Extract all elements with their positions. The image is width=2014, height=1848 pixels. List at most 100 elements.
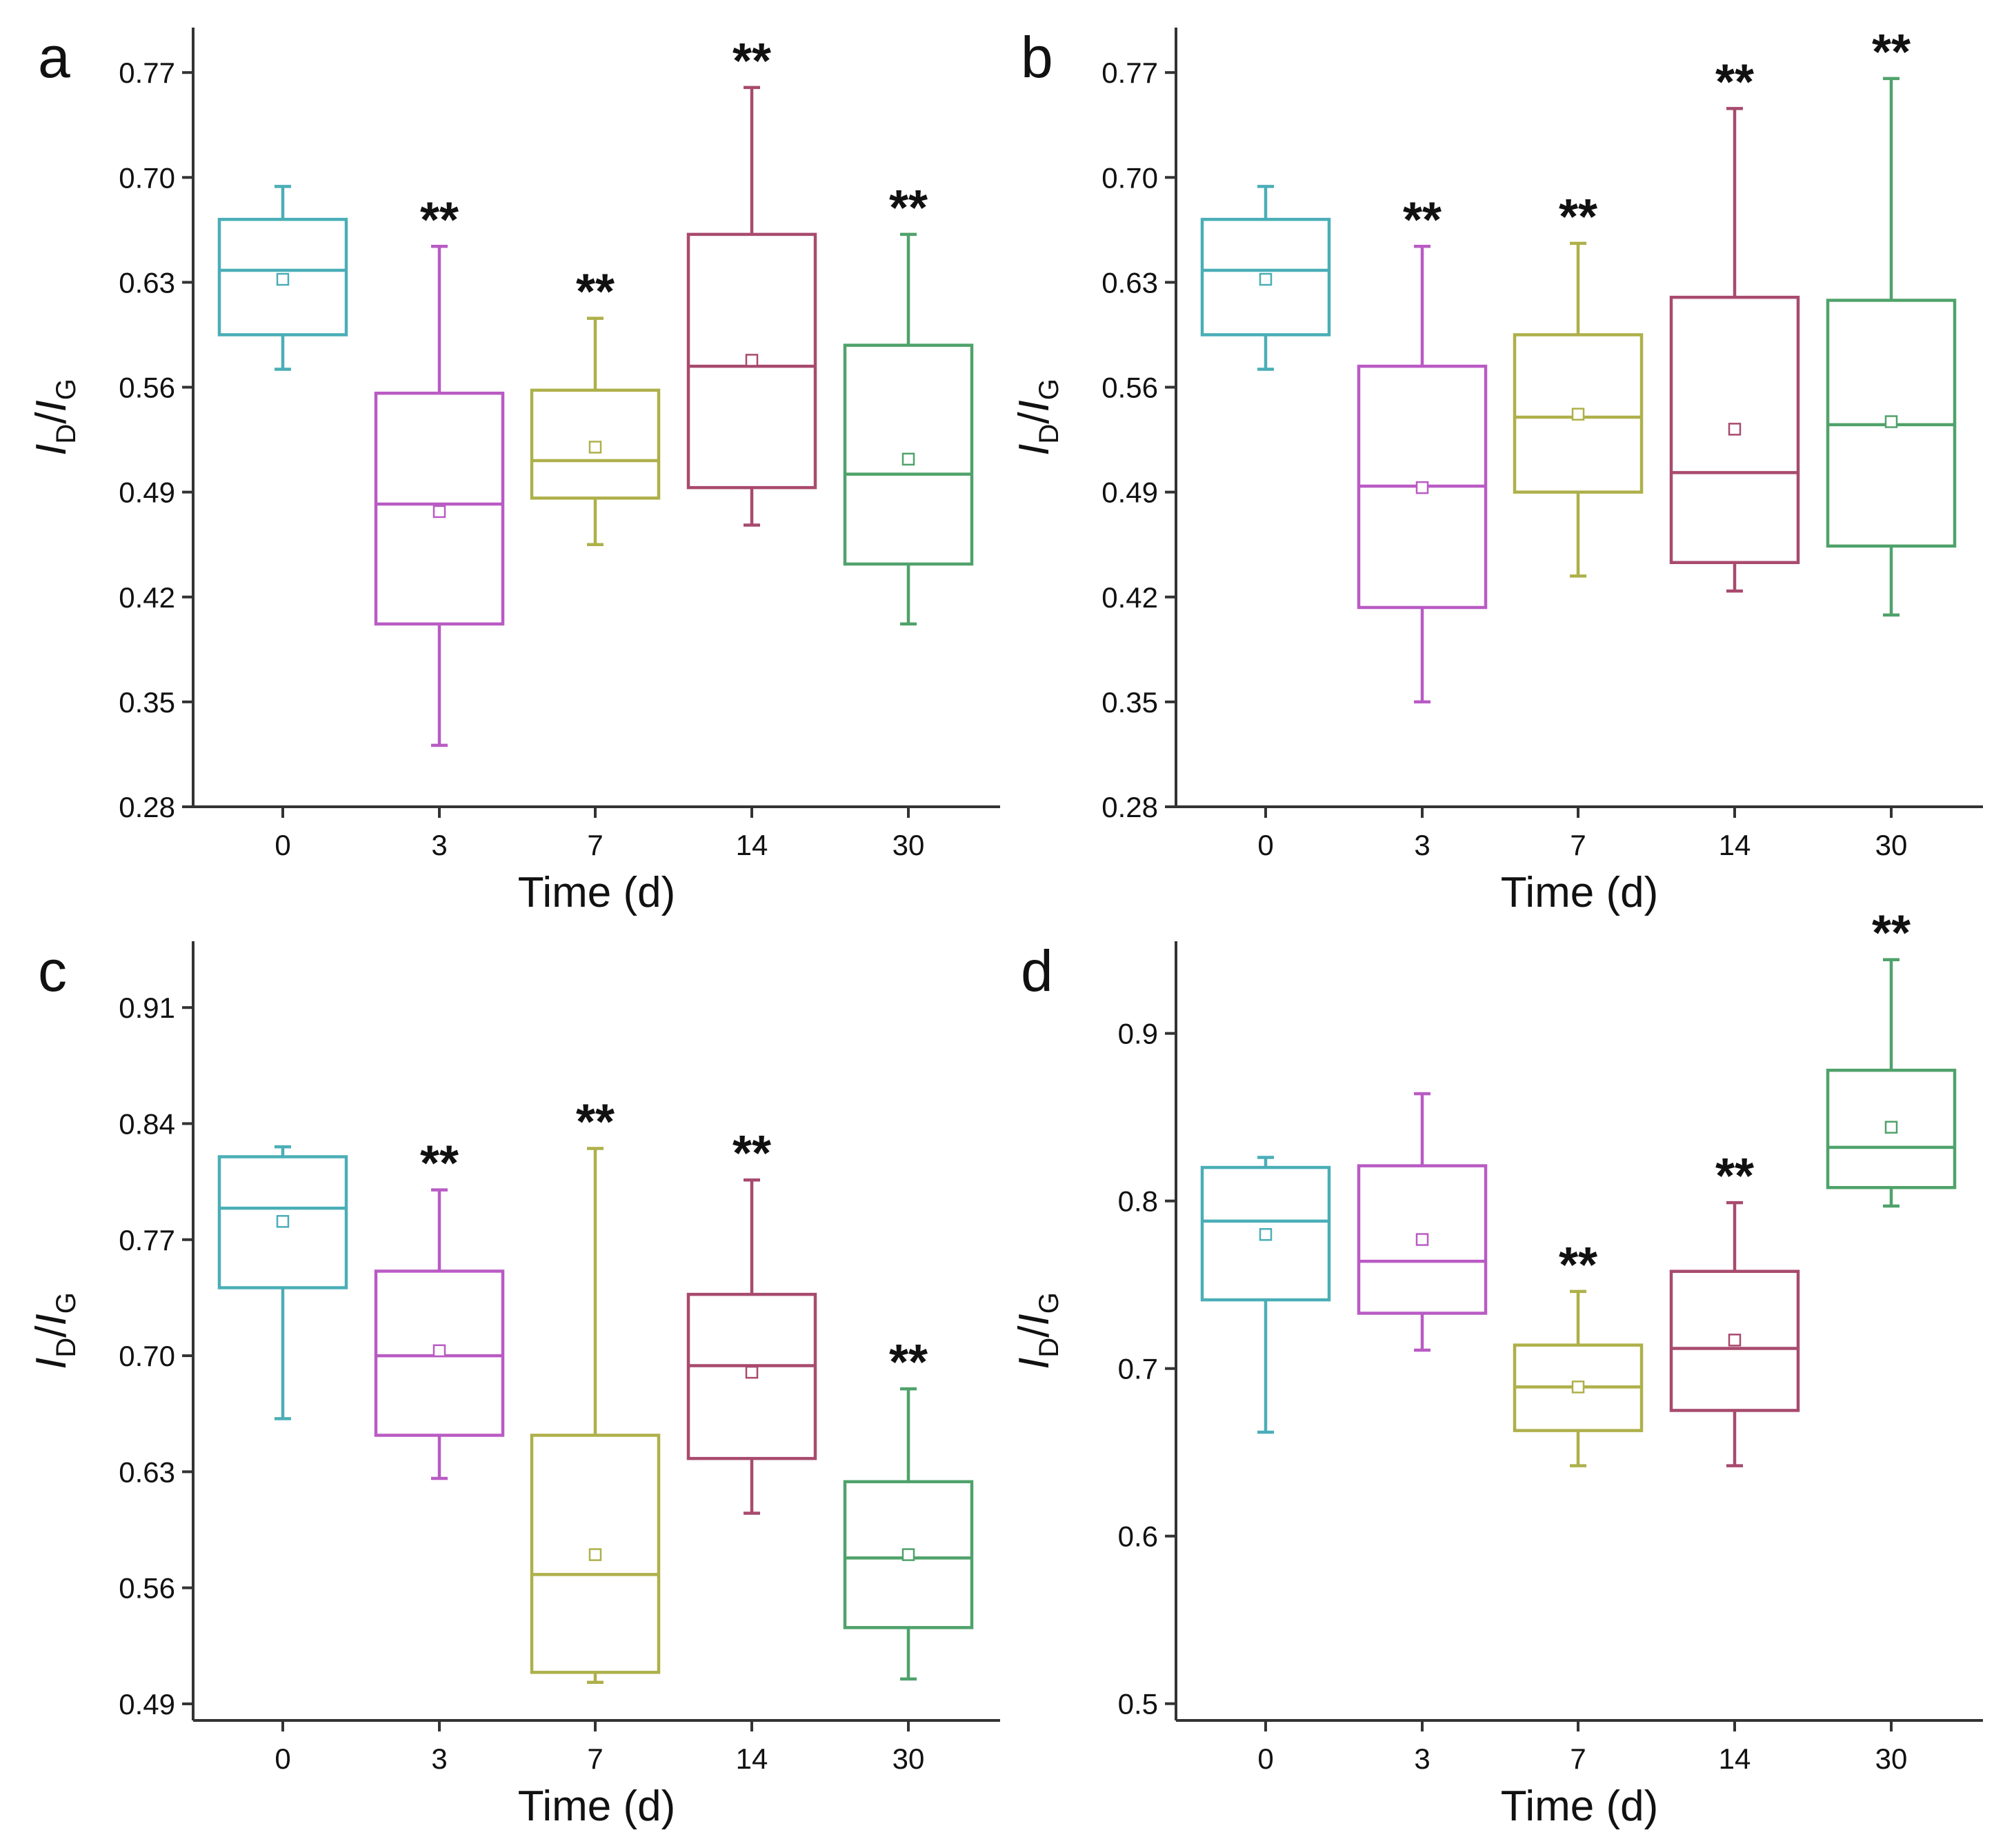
y-tick-label: 0.9 [1118, 1018, 1158, 1050]
significance-label: ** [1559, 190, 1597, 245]
y-tick-label: 0.7 [1118, 1353, 1158, 1385]
box-0d [1200, 185, 1331, 371]
x-tick-label: 7 [587, 1742, 603, 1775]
box-0d [1200, 1156, 1331, 1434]
box-3d: ** [374, 192, 505, 747]
y-axis-title-part: G [1034, 379, 1064, 400]
mean-marker [1884, 1121, 1898, 1134]
significance-label: ** [889, 181, 928, 236]
y-axis-title-part: / [1010, 412, 1058, 424]
box-14d: ** [686, 1126, 817, 1515]
mean-marker [1571, 1380, 1585, 1394]
x-tick-label: 0 [275, 829, 290, 861]
x-tick-label: 30 [1875, 829, 1908, 861]
y-tick-label: 0.63 [119, 1456, 175, 1488]
y-tick-label: 0.42 [119, 581, 175, 614]
y-tick-label: 0.77 [1101, 57, 1158, 89]
x-tick-label: 30 [1875, 1742, 1908, 1775]
y-axis-title-part: D [51, 1338, 81, 1358]
x-tick-label: 3 [431, 829, 447, 861]
box-14d: ** [686, 34, 817, 527]
mean-marker [1884, 415, 1898, 428]
y-tick-label: 0.28 [1101, 791, 1158, 823]
x-tick-label: 30 [893, 1742, 925, 1775]
x-tick-label: 30 [893, 829, 925, 861]
y-tick-label: 0.8 [1118, 1185, 1158, 1218]
box-14d: ** [1669, 1149, 1800, 1467]
y-axis-title-part: I [1010, 1314, 1058, 1325]
x-tick-label: 0 [1257, 1742, 1273, 1775]
x-tick-label: 14 [736, 829, 768, 861]
y-axis-title-part: / [28, 1325, 75, 1338]
mean-marker [745, 1365, 759, 1379]
significance-label: ** [420, 192, 459, 248]
x-axis-title: Time (d) [518, 1782, 675, 1830]
mean-marker [745, 354, 759, 367]
significance-label: ** [420, 1136, 459, 1192]
y-tick-label: 0.35 [119, 686, 175, 719]
mean-marker [432, 505, 446, 519]
significance-label: ** [732, 34, 771, 89]
mean-marker [276, 1215, 290, 1228]
x-axis-title: Time (d) [1501, 1782, 1658, 1830]
mean-marker [432, 1344, 446, 1358]
panel-a: 0.28 0.35 0.42 0.49 0.56 0.63 0.70 0.77 0 3 7 14 30 T… [28, 25, 1000, 916]
mean-marker [588, 441, 602, 454]
significance-label: ** [889, 1335, 928, 1390]
panel-letter: a [38, 25, 70, 90]
y-tick-label: 0.49 [1101, 476, 1158, 509]
mean-marker [901, 1548, 915, 1561]
x-tick-label: 14 [1719, 1742, 1751, 1775]
y-tick-label: 0.70 [119, 1340, 175, 1372]
y-axis-title-part: I [1010, 400, 1058, 412]
y-tick-label: 0.56 [1101, 372, 1158, 404]
x-tick-label: 14 [1719, 829, 1751, 861]
mean-marker [276, 272, 290, 286]
x-tick-label: 14 [736, 1742, 768, 1775]
box-3d [1357, 1092, 1488, 1352]
significance-label: ** [1715, 54, 1754, 110]
panel-c: 0.49 0.56 0.63 0.70 0.77 0.84 0.91 0 3 7 14 30 Time … [28, 938, 1000, 1830]
x-tick-label: 0 [1257, 829, 1273, 861]
panel-letter: d [1021, 938, 1053, 1003]
mean-marker [1259, 1228, 1273, 1241]
y-axis-title-part: I [28, 1314, 75, 1325]
significance-label: ** [1715, 1149, 1754, 1204]
mean-marker [588, 1548, 602, 1561]
y-tick-label: 0.70 [119, 161, 175, 194]
significance-label: ** [576, 265, 615, 320]
x-tick-label: 3 [431, 1742, 447, 1775]
y-axis-title-part: / [28, 412, 75, 424]
panel-letter: c [38, 938, 67, 1003]
y-axis-title-part: I [28, 444, 75, 456]
box-14d: ** [1669, 54, 1800, 593]
y-tick-label: 0.56 [119, 372, 175, 404]
significance-label: ** [1559, 1238, 1597, 1293]
y-tick-label: 0.49 [119, 476, 175, 509]
x-tick-label: 3 [1414, 829, 1430, 861]
y-axis-title: ID/IG [28, 379, 81, 456]
box-7d: ** [530, 1095, 661, 1684]
mean-marker [1415, 1233, 1429, 1246]
x-axis-title: Time (d) [518, 869, 675, 916]
mean-marker [1728, 1334, 1742, 1347]
y-axis-title-part: G [51, 379, 81, 400]
y-tick-label: 0.28 [119, 791, 175, 823]
y-tick-label: 0.63 [1101, 266, 1158, 299]
y-axis-title: ID/IG [1010, 379, 1064, 456]
panel-b: 0.28 0.35 0.42 0.49 0.56 0.63 0.70 0.77 0 3 7 14 30 T… [1010, 25, 1983, 916]
y-axis-title-part: D [1034, 1338, 1064, 1358]
x-tick-label: 7 [1570, 829, 1586, 861]
significance-label: ** [1872, 25, 1911, 80]
y-tick-label: 0.91 [119, 992, 175, 1024]
y-tick-label: 0.63 [119, 266, 175, 299]
box-30d: ** [1826, 25, 1957, 617]
box-7d: ** [530, 265, 661, 546]
y-axis-title-part: I [1010, 444, 1058, 456]
panel-letter: b [1021, 25, 1053, 90]
iqr-box [1826, 1068, 1957, 1189]
box-30d: ** [843, 181, 974, 626]
y-tick-label: 0.6 [1118, 1520, 1158, 1553]
y-tick-label: 0.49 [119, 1688, 175, 1720]
box-7d: ** [1513, 190, 1644, 578]
